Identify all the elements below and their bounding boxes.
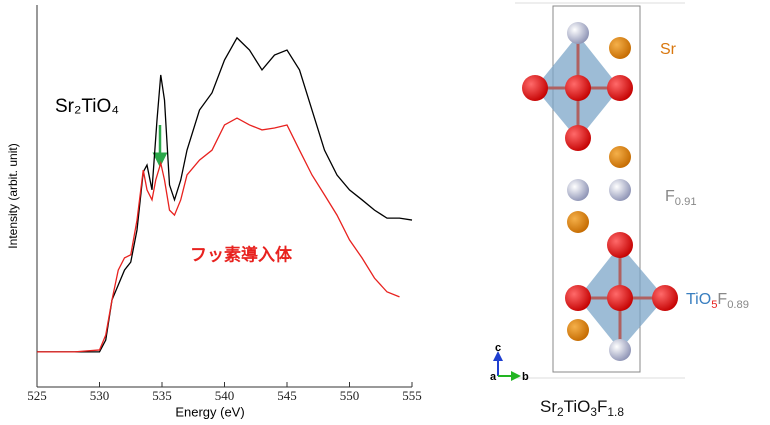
c-axis-label: c	[495, 342, 501, 354]
label-sub: 0.89	[727, 299, 749, 311]
label-part: F	[597, 397, 607, 416]
a-axis-label: a	[490, 371, 497, 383]
spectrum-chart: Energy (eV) Intensity (arbit. unit) 525 5…	[6, 5, 422, 419]
x-axis-label: Energy (eV)	[175, 404, 244, 419]
octahedron-label: TiO5F0.89	[686, 291, 749, 311]
x-tick-label: 525	[27, 388, 47, 403]
f-label: F0.91	[665, 188, 697, 208]
y-axis-label: Intensity (arbit. unit)	[6, 143, 20, 248]
crystal-structure: Sr F0.91 TiO5F0.89 Sr2TiO3F1.8 c a b	[490, 2, 749, 419]
label-part: Sr	[540, 397, 557, 416]
label-part: TiO	[564, 397, 591, 416]
label-sub: 2	[557, 405, 564, 419]
label-sub: 5	[711, 299, 717, 311]
x-tick-label: 550	[340, 388, 360, 403]
series-line	[37, 117, 400, 353]
label-sub: 0.91	[675, 196, 697, 208]
b-axis-label: b	[522, 371, 529, 383]
label-part: F	[665, 188, 675, 205]
x-tick-label: 535	[152, 388, 172, 403]
label-part: F	[717, 291, 727, 308]
atoms	[522, 22, 678, 361]
series-label: Sr₂TiO₄	[55, 96, 119, 117]
label-sub: 3	[590, 405, 597, 419]
sr-label: Sr	[660, 41, 677, 58]
formula-label: Sr2TiO3F1.8	[540, 397, 624, 419]
label-sub: 1.8	[607, 405, 624, 419]
series-line	[37, 36, 413, 353]
x-tick-label: 540	[215, 388, 235, 403]
label-part: TiO	[686, 291, 711, 308]
x-tick-label: 555	[402, 388, 422, 403]
unit-cell	[552, 5, 641, 373]
series-label: フッ素導入体	[190, 244, 293, 264]
x-tick-label: 545	[277, 388, 297, 403]
x-tick-label: 530	[90, 388, 110, 403]
